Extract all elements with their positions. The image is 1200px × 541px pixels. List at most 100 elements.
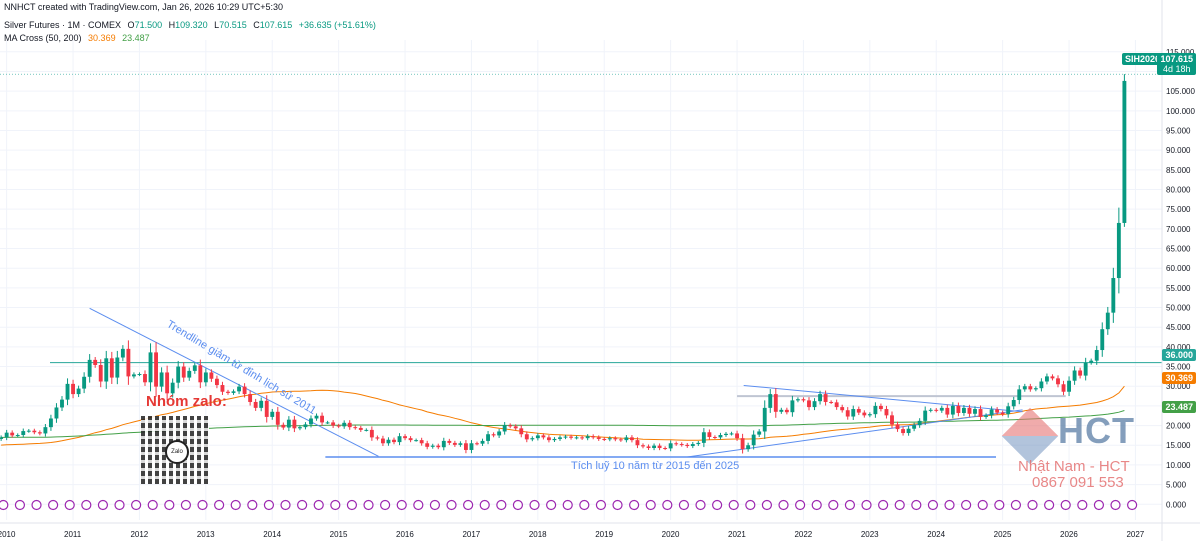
candle-body: [1044, 376, 1049, 382]
candle-body: [253, 401, 258, 408]
candle-body: [358, 427, 363, 430]
candles: [0, 74, 1127, 454]
candle-body: [303, 424, 308, 428]
price-tick-label: 100.000: [1166, 107, 1195, 116]
candle-body: [807, 400, 811, 408]
candle-body: [380, 438, 385, 444]
candle-body: [209, 372, 214, 379]
candle-body: [967, 407, 972, 414]
candle-body: [845, 410, 850, 417]
candle-body: [143, 374, 147, 383]
time-tick-label: 2023: [861, 530, 879, 539]
event-marker-icon: [1060, 499, 1071, 511]
time-tick-label: 2016: [396, 530, 414, 539]
candle-body: [347, 422, 352, 428]
symbol-legend[interactable]: Silver Futures · 1M · COMEX O71.500 H109…: [4, 20, 380, 30]
candle-body: [513, 426, 518, 429]
price-tick-label: 0.000: [1166, 500, 1187, 509]
candle-body: [923, 410, 928, 421]
candle-body: [701, 432, 706, 443]
candle-body: [724, 433, 728, 436]
candle-body: [1022, 386, 1027, 390]
price-tick-label: 30.000: [1166, 382, 1191, 391]
candle-body: [320, 415, 324, 423]
candle-body: [425, 443, 430, 447]
candle-body: [1056, 378, 1060, 385]
price-tick-label: 80.000: [1166, 186, 1191, 195]
event-marker-icon: [712, 499, 723, 511]
candle-body: [1072, 370, 1077, 381]
candle-body: [1050, 376, 1055, 379]
candle-body: [292, 419, 297, 429]
time-axis[interactable]: 2010 2011 2012 2013 2014 2015 2016 2017 2018 2019…: [0, 522, 1200, 539]
event-marker-icon: [164, 499, 175, 511]
candle-body: [1111, 278, 1116, 313]
candle-body: [901, 429, 905, 434]
candle-body: [535, 435, 540, 439]
event-marker-icon: [728, 499, 739, 511]
ma-label: MA Cross (50, 200): [4, 33, 82, 43]
candle-body: [812, 401, 817, 408]
candle-body: [585, 436, 590, 439]
candle-body: [890, 415, 894, 425]
candle-body: [928, 409, 933, 411]
candle-body: [762, 407, 767, 432]
candle-body: [1083, 362, 1088, 376]
candle-body: [1039, 381, 1044, 389]
candle-body: [823, 394, 828, 402]
candle-body: [486, 434, 490, 441]
time-tick-label: 2024: [927, 530, 945, 539]
event-marker-icon: [214, 499, 225, 511]
candle-body: [104, 358, 109, 382]
candle-body: [120, 348, 125, 358]
ma-legend[interactable]: MA Cross (50, 200) 30.369 23.487: [4, 33, 154, 43]
event-marker-icon: [911, 499, 922, 511]
candle-body: [331, 422, 336, 426]
price-axis[interactable]: 0.0005.00010.00015.00020.00025.00030.000…: [1161, 0, 1195, 541]
price-tick-label: 40.000: [1166, 343, 1191, 352]
event-marker-icon: [1127, 499, 1138, 511]
candle-body: [795, 399, 800, 401]
close-value: 107.615: [259, 20, 293, 30]
event-marker-icon: [263, 499, 275, 511]
candle-body: [198, 365, 203, 383]
candle-body: [1011, 400, 1016, 407]
candle-body: [98, 364, 103, 382]
candle-body: [707, 432, 712, 437]
event-marker-icon: [927, 499, 939, 511]
price-tick-label: 75.000: [1166, 205, 1191, 214]
candle-body: [115, 357, 120, 378]
candle-body: [154, 352, 158, 387]
candle-body: [452, 442, 457, 445]
event-marker-icon: [678, 499, 690, 511]
time-tick-label: 2026: [1060, 530, 1078, 539]
candle-body: [696, 442, 701, 445]
triangle-upper-line: [743, 384, 1023, 413]
candle-body: [32, 430, 37, 433]
candle-body: [508, 425, 513, 427]
candle-body: [569, 436, 573, 438]
event-marker-icon: [761, 499, 773, 511]
candle-body: [712, 436, 717, 438]
event-marker-icon: [1010, 499, 1022, 511]
candle-body: [884, 409, 889, 416]
candle-body: [1078, 370, 1083, 376]
candle-body: [187, 370, 192, 378]
candle-body: [773, 394, 778, 412]
candle-body: [878, 405, 883, 410]
candle-body: [392, 439, 396, 443]
event-marker-icon: [346, 499, 358, 511]
candle-body: [801, 399, 806, 401]
event-marker-icon: [180, 499, 192, 511]
candle-body: [414, 440, 419, 442]
candle-body: [690, 444, 695, 447]
candle-body: [281, 424, 286, 428]
candle-body: [220, 385, 225, 392]
candle-body: [934, 409, 939, 411]
candle-body: [137, 374, 142, 376]
candle-body: [718, 435, 723, 438]
candle-body: [286, 419, 291, 428]
time-tick-label: 2019: [595, 530, 613, 539]
range-annotation: Tích luỹ 10 năm từ 2015 đến 2025: [571, 460, 739, 472]
